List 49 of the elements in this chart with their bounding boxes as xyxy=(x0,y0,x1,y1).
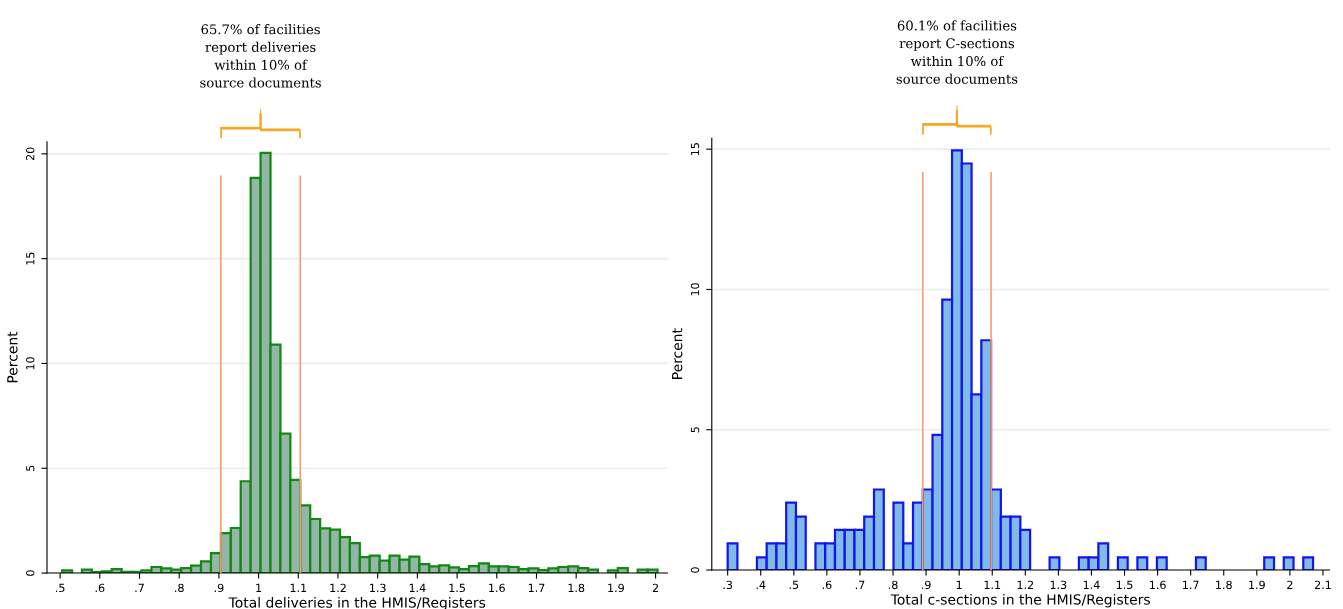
x-tick-label: 1.2 xyxy=(1017,580,1034,589)
text: 60.1% of facilities report C-sections within 10% of source documents xyxy=(896,20,1018,84)
x-tick-label: 1.1 xyxy=(984,580,1001,589)
x-tick-label: 1.6 xyxy=(489,583,505,593)
x-tick-label: 1.5 xyxy=(1116,580,1133,590)
x-tick-label: .5 xyxy=(55,583,65,593)
y-tick-label: 15 xyxy=(690,143,700,156)
x-tick-label: .8 xyxy=(175,583,184,593)
x-tick-label: 2 xyxy=(1287,580,1293,589)
x-tick-label: .7 xyxy=(135,583,144,592)
y-axis-title: Percent xyxy=(672,328,683,379)
x-tick-label: 1.3 xyxy=(1050,580,1067,590)
x-tick-label: 1.2 xyxy=(330,583,346,592)
x-tick-label: .4 xyxy=(756,580,766,589)
x-tick-label: .6 xyxy=(95,583,105,593)
x-tick-label: 2 xyxy=(652,583,658,592)
y-tick-label: 15 xyxy=(26,252,35,265)
x-tick-label: 1 xyxy=(956,580,962,589)
x-tick-label: 2.1 xyxy=(1314,580,1331,589)
x-tick-label: .7 xyxy=(855,580,865,589)
x-tick-label: .9 xyxy=(214,583,224,593)
x-tick-label: 1.9 xyxy=(1249,580,1265,590)
y-tick-label: 0 xyxy=(690,567,700,573)
x-tick-label: 1.7 xyxy=(528,583,545,592)
x-tick-label: .8 xyxy=(888,580,898,590)
x-tick-label: 1.8 xyxy=(1216,580,1232,590)
x-tick-label: 1 xyxy=(256,583,262,592)
x-tick-label: 1.7 xyxy=(1183,580,1199,589)
text: 65.7% of facilities report deliveries within 10% of source documents xyxy=(200,24,321,88)
x-tick-label: 1.9 xyxy=(608,583,624,593)
x-tick-label: 1.6 xyxy=(1149,580,1166,590)
x-axis-title: Total c-sections in the HMIS/Registers xyxy=(890,593,1150,608)
x-tick-label: .5 xyxy=(789,580,799,590)
y-tick-label: 0 xyxy=(26,570,35,576)
y-tick-label: 20 xyxy=(26,147,35,161)
x-tick-label: .9 xyxy=(921,580,931,590)
x-tick-label: 1.5 xyxy=(449,583,465,593)
y-tick-label: 10 xyxy=(26,357,35,370)
y-axis-title: Percent xyxy=(7,331,18,383)
x-tick-label: 1.4 xyxy=(1083,580,1100,589)
x-tick-label: .6 xyxy=(822,580,832,590)
y-tick-label: 10 xyxy=(690,283,700,296)
x-tick-label: 1.8 xyxy=(568,583,585,593)
x-tick-label: 1.1 xyxy=(290,583,307,592)
x-tick-label: 1.4 xyxy=(409,583,426,592)
x-tick-label: 1.3 xyxy=(370,583,386,593)
y-tick-label: 5 xyxy=(690,427,700,433)
y-tick-label: 5 xyxy=(26,465,35,471)
x-tick-label: .3 xyxy=(723,580,733,590)
